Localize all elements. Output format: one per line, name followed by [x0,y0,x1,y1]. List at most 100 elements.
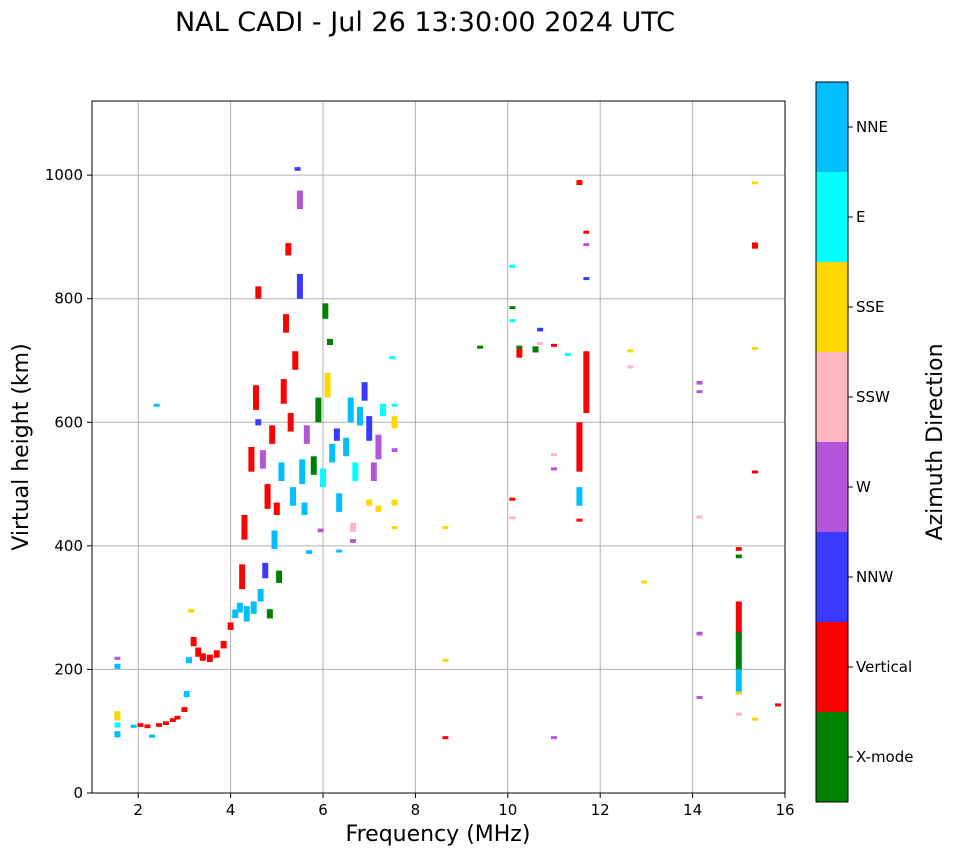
data-segment [576,422,583,472]
data-segment [366,499,373,506]
data-segment [294,167,301,171]
plot-frame [91,100,786,794]
data-segment [576,180,583,186]
data-segment [306,550,313,554]
data-segment [250,601,257,614]
data-segment [735,554,742,559]
data-segment [283,314,290,333]
x-axis-label: Frequency (MHz) [346,822,531,847]
data-segment [253,385,260,410]
y-tick-label: 0 [73,784,83,802]
data-segment [537,341,544,345]
data-segment [391,499,398,506]
data-segment [442,658,449,662]
data-segment [257,589,264,602]
data-segment [188,608,195,613]
data-segment [317,528,324,533]
data-segment [537,327,544,332]
y-tick-label: 200 [54,660,83,678]
data-segment [320,468,326,488]
x-tick-label: 6 [318,801,328,819]
data-segment [278,462,285,481]
data-segment [287,413,294,432]
x-tick-label: 4 [226,801,236,819]
data-segment [442,736,449,740]
data-segment [627,349,634,353]
data-segment [356,406,363,426]
data-segment [299,459,306,485]
data-segment [477,345,484,349]
data-segment [509,497,516,501]
data-segment [273,502,280,515]
colorbar-title: Azimuth Direction [923,343,948,540]
data-segment [114,663,121,669]
data-segment [735,632,742,670]
data-segment [391,526,398,530]
data-marks [114,167,782,740]
x-axis: 2 4 6 8 10 12 14 16 [133,793,795,819]
data-segment [516,345,523,349]
y-tick-label: 400 [54,537,83,555]
x-tick-label: 16 [775,801,794,819]
y-tick-label: 600 [54,413,83,431]
data-segment [276,570,283,583]
data-segment [751,242,758,249]
colorbar-swatch [816,262,848,352]
data-segment [213,650,220,658]
x-tick-label: 8 [411,801,421,819]
colorbar-label: X-mode [856,748,913,766]
grid [92,101,786,794]
data-segment [181,707,188,713]
data-segment [336,493,343,512]
data-segment [303,425,310,444]
colorbar-swatch [816,172,848,262]
data-segment [262,562,269,579]
data-segment [576,487,583,506]
data-segment [333,428,340,441]
data-segment [239,564,246,590]
data-segment [155,723,162,727]
data-segment [114,711,121,721]
data-segment [280,379,287,404]
data-segment [114,722,121,728]
data-segment [183,691,190,698]
data-segment [130,724,137,728]
colorbar-swatch [816,712,848,802]
data-segment [248,447,255,472]
data-segment [199,653,206,661]
data-segment [380,403,387,417]
data-segment [735,547,742,551]
colorbar-label: W [856,478,871,496]
data-segment [236,602,243,613]
data-segment [174,715,181,720]
data-segment [583,230,590,234]
data-segment [289,487,296,506]
data-segment [641,580,648,584]
data-segment [292,351,299,370]
data-segment [696,631,703,636]
y-axis: 0 200 400 600 800 1000 [45,166,92,802]
data-segment [296,274,303,299]
data-segment [144,724,151,729]
data-segment [241,514,248,540]
data-segment [576,518,583,522]
data-segment [551,343,557,347]
x-tick-label: 2 [133,801,143,819]
chart-title: NAL CADI - Jul 26 13:30:00 2024 UTC [175,7,675,38]
data-segment [391,448,398,452]
data-segment [336,549,343,553]
colorbar-swatch [816,532,848,622]
data-segment [370,462,377,481]
data-segment [255,286,262,299]
data-segment [583,351,590,414]
data-segment [324,372,331,398]
data-segment [326,338,333,346]
x-tick-label: 10 [498,801,517,819]
x-tick-label: 14 [683,801,702,819]
colorbar-frame [815,81,849,803]
data-segment [266,609,273,619]
colorbar-swatch [816,352,848,442]
data-segment [186,657,193,664]
data-segment [322,303,329,319]
